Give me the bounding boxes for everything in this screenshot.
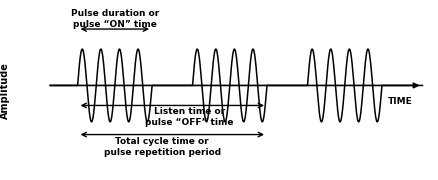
Text: Listen time or
pulse “OFF” time: Listen time or pulse “OFF” time (145, 107, 233, 127)
Text: Pulse duration or
pulse “ON” time: Pulse duration or pulse “ON” time (71, 9, 159, 29)
Text: TIME: TIME (388, 97, 413, 106)
Text: Total cycle time or
pulse repetition period: Total cycle time or pulse repetition per… (103, 137, 221, 157)
Text: Amplitude: Amplitude (0, 62, 10, 119)
